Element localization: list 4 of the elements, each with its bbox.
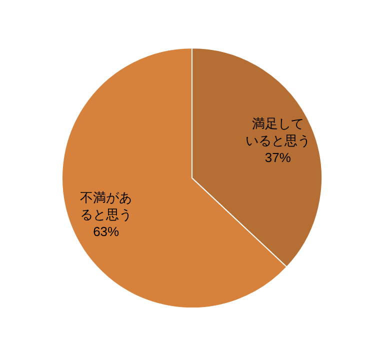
slice-label: 満足していると思う	[245, 116, 310, 148]
data-label: 37%	[264, 150, 292, 165]
data-label: 63%	[93, 224, 120, 240]
slice-label: 不満があると思う	[80, 190, 132, 222]
